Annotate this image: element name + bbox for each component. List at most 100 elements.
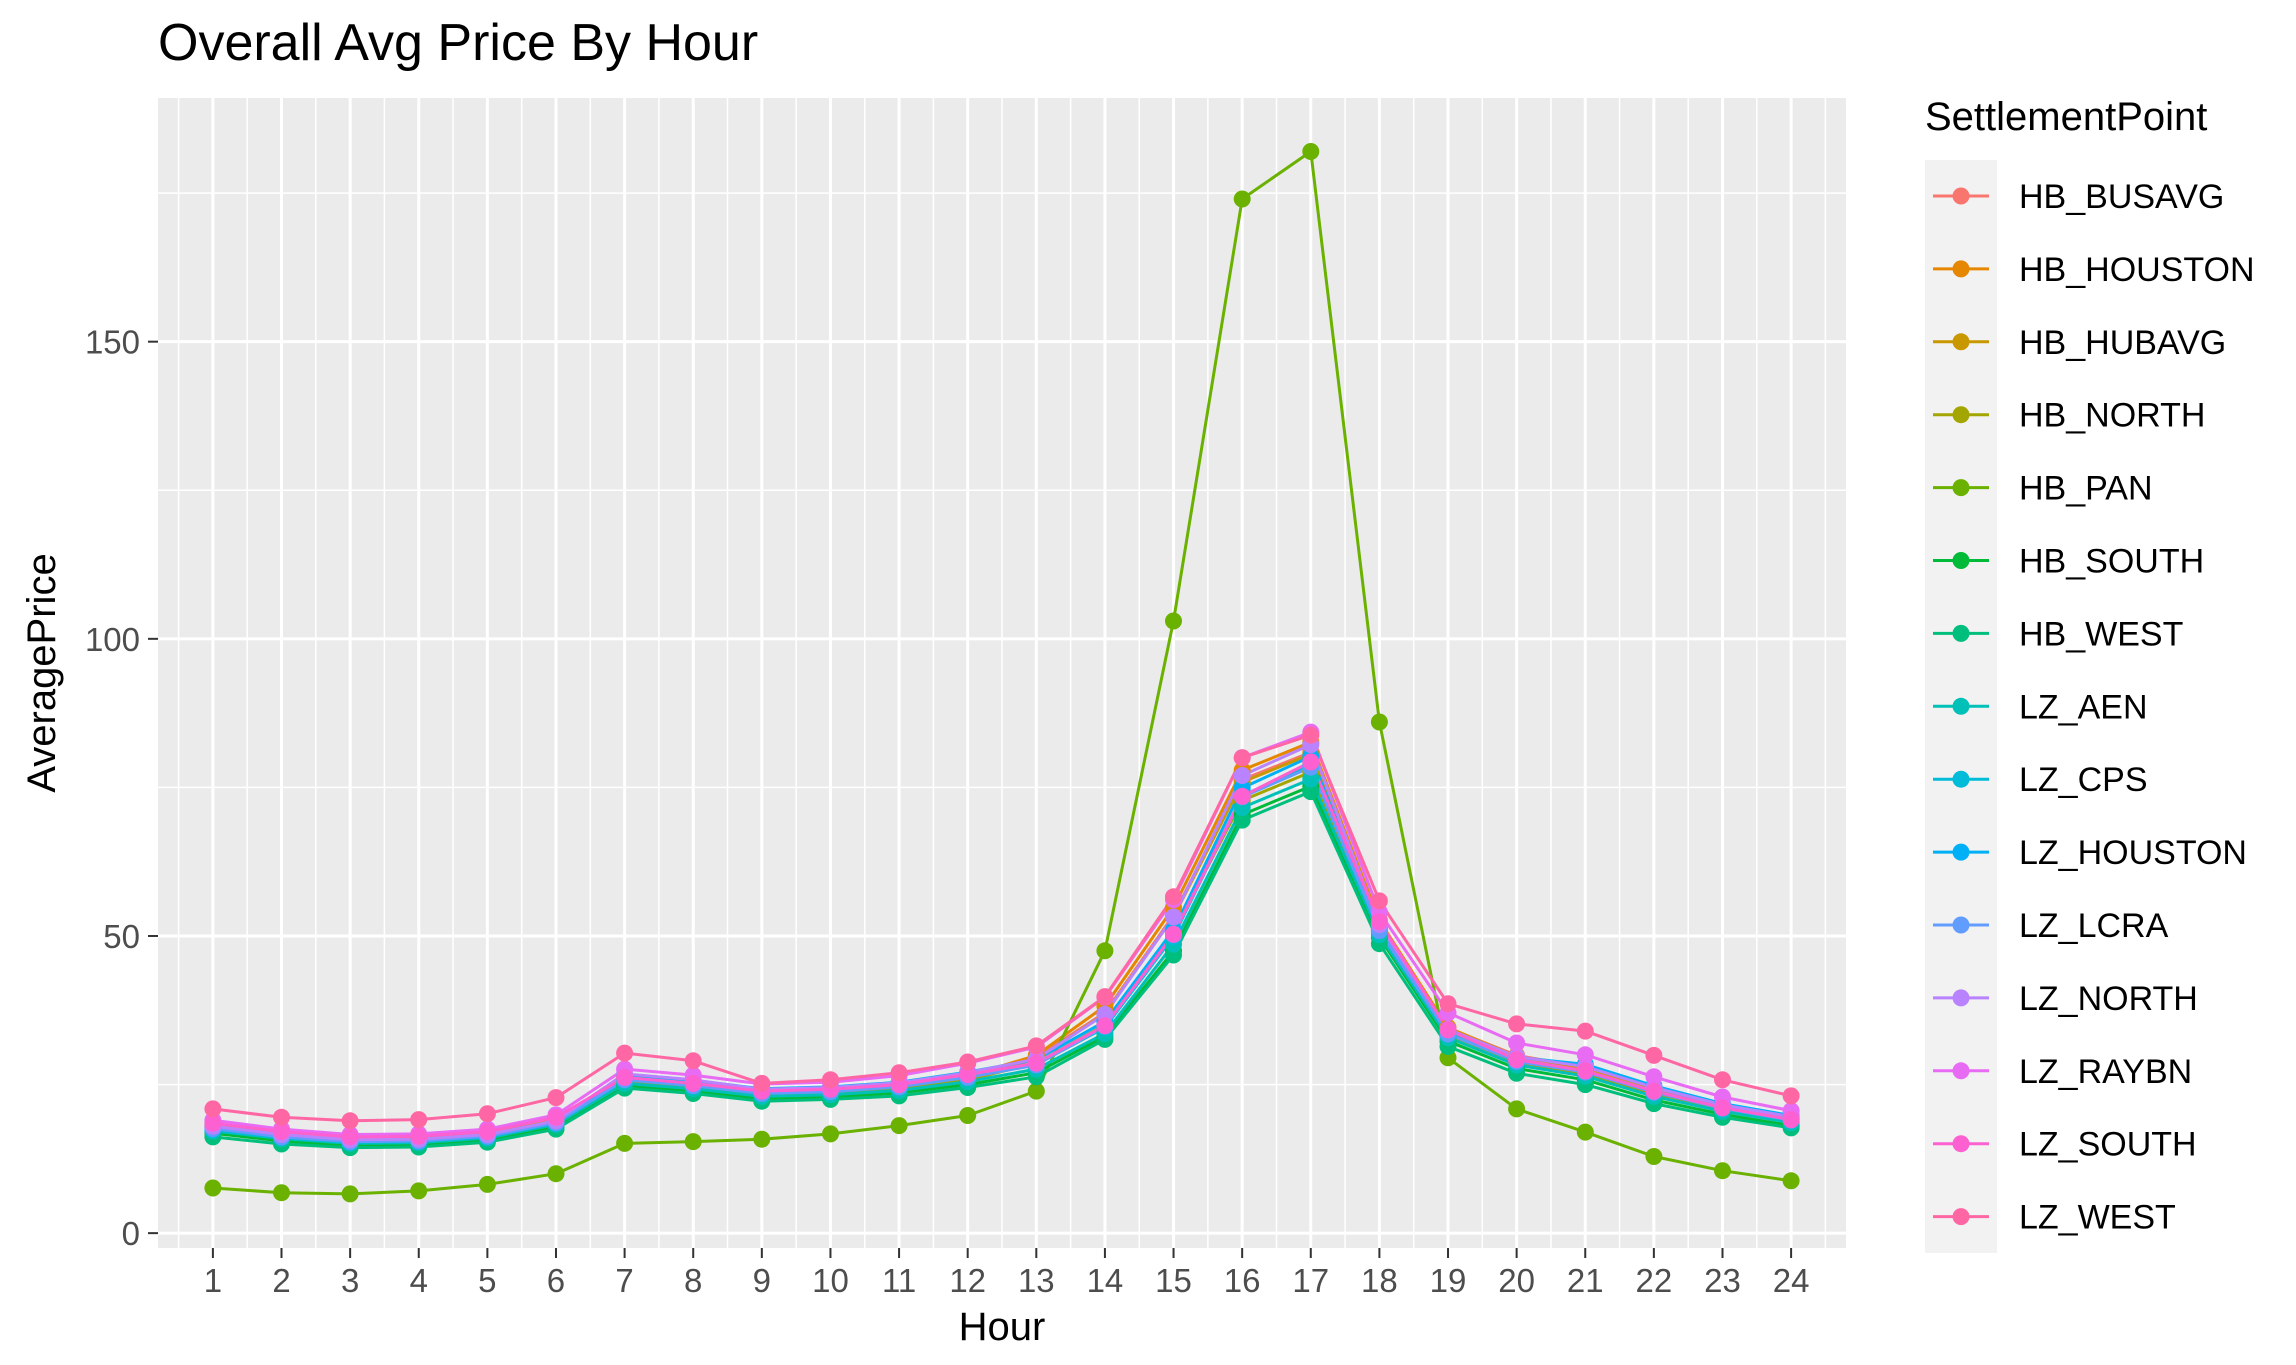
- legend-label: HB_BUSAVG: [2019, 178, 2224, 216]
- legend-key-point: [1952, 333, 1970, 351]
- legend-item: HB_SOUTH: [1933, 543, 2204, 581]
- x-tick-label: 16: [1224, 1262, 1261, 1299]
- x-tick-label: 11: [882, 1262, 916, 1299]
- data-point-lz_west: [1302, 726, 1320, 744]
- legend-item: LZ_NORTH: [1933, 980, 2198, 1018]
- data-point-lz_south: [959, 1066, 977, 1083]
- x-tick-label: 22: [1636, 1262, 1673, 1299]
- data-point-lz_west: [1714, 1071, 1731, 1089]
- data-point-lz_south: [1714, 1099, 1731, 1117]
- x-tick-label: 4: [410, 1262, 428, 1299]
- x-tick-label: 2: [272, 1262, 290, 1299]
- legend-key-point: [1952, 989, 1970, 1007]
- data-point-hb_pan: [1370, 713, 1388, 731]
- data-point-lz_west: [1233, 749, 1251, 767]
- data-point-lz_west: [478, 1105, 496, 1123]
- x-tick-label: 9: [753, 1262, 771, 1299]
- x-axis-title: Hour: [959, 1305, 1046, 1349]
- data-point-lz_raybn: [1645, 1068, 1663, 1086]
- legend-item: HB_PAN: [1933, 470, 2153, 508]
- x-tick-label: 18: [1361, 1262, 1398, 1299]
- series-lines: [212, 150, 1792, 1196]
- data-point-lz_west: [410, 1111, 428, 1129]
- data-point-lz_raybn: [1508, 1034, 1526, 1052]
- legend-item: HB_NORTH: [1933, 397, 2205, 435]
- data-point-lz_south: [616, 1068, 634, 1086]
- data-point-lz_west: [1370, 892, 1388, 910]
- data-point-hb_pan: [959, 1107, 977, 1124]
- data-point-lz_south: [1233, 787, 1251, 805]
- legend-label: LZ_CPS: [2019, 761, 2148, 799]
- data-point-lz_south: [273, 1123, 290, 1140]
- legend-item: LZ_SOUTH: [1933, 1126, 2197, 1164]
- data-point-hb_pan: [273, 1184, 290, 1202]
- legend-item: HB_HUBAVG: [1933, 324, 2226, 362]
- legend-key-point: [1952, 1208, 1970, 1226]
- data-point-hb_west: [1233, 811, 1251, 829]
- data-point-hb_pan: [1645, 1148, 1663, 1165]
- data-point-lz_south: [478, 1123, 496, 1140]
- legend-item: LZ_LCRA: [1933, 907, 2169, 945]
- legend-item: LZ_WEST: [1933, 1199, 2176, 1237]
- x-tick-label: 24: [1773, 1262, 1810, 1299]
- data-point-lz_south: [1782, 1111, 1800, 1129]
- data-point-hb_pan: [341, 1185, 359, 1203]
- y-tick-label: 0: [122, 1215, 140, 1252]
- x-tick-label: 20: [1498, 1262, 1535, 1299]
- data-point-lz_west: [547, 1089, 565, 1107]
- legend-label: HB_SOUTH: [2019, 543, 2204, 581]
- y-tick-label: 100: [85, 621, 140, 658]
- data-point-hb_pan: [1302, 143, 1320, 160]
- legend: HB_BUSAVG HB_HOUSTON HB_HUBAVG HB_NORTH HB_P…: [1933, 178, 2255, 1237]
- legend-key-point: [1952, 916, 1970, 934]
- data-point-lz_south: [1645, 1082, 1663, 1100]
- data-point-hb_pan: [1714, 1162, 1731, 1180]
- x-tick-label: 14: [1087, 1262, 1124, 1299]
- legend-label: LZ_AEN: [2019, 688, 2148, 726]
- data-point-lz_west: [1096, 988, 1114, 1006]
- data-point-hb_pan: [890, 1117, 908, 1135]
- data-point-lz_west: [204, 1100, 222, 1118]
- data-point-lz_west: [753, 1074, 771, 1092]
- legend-key-point: [1952, 624, 1970, 642]
- chart-title: Overall Avg Price By Hour: [158, 14, 758, 72]
- x-tick-label: 12: [949, 1262, 986, 1299]
- data-point-hb_pan: [1782, 1172, 1800, 1190]
- x-tick-label: 1: [204, 1262, 222, 1299]
- legend-label: HB_HOUSTON: [2019, 251, 2255, 289]
- data-point-hb_pan: [684, 1133, 702, 1151]
- y-tick-label: 150: [85, 324, 140, 361]
- data-point-lz_west: [1645, 1046, 1663, 1064]
- legend-key-point: [1952, 770, 1970, 788]
- legend-label: HB_WEST: [2019, 615, 2183, 653]
- data-point-lz_south: [1576, 1062, 1594, 1080]
- y-tick-label: 50: [103, 918, 140, 955]
- legend-label: HB_HUBAVG: [2019, 324, 2226, 362]
- legend-item: HB_WEST: [1933, 615, 2183, 653]
- legend-key-point: [1952, 187, 1970, 205]
- data-point-lz_west: [616, 1044, 634, 1062]
- data-point-lz_west: [684, 1052, 702, 1070]
- x-tick-label: 8: [684, 1262, 702, 1299]
- data-point-lz_west: [1782, 1087, 1800, 1105]
- data-point-lz_south: [1165, 925, 1182, 943]
- data-point-hb_west: [1302, 783, 1320, 801]
- data-point-lz_south: [684, 1074, 702, 1092]
- data-point-lz_west: [1165, 888, 1182, 906]
- x-tick-label: 6: [547, 1262, 565, 1299]
- y-axis-ticks: 0 50 100 150: [85, 324, 158, 1252]
- data-point-lz_south: [1508, 1051, 1526, 1069]
- x-tick-label: 5: [478, 1262, 496, 1299]
- data-point-lz_north: [1165, 908, 1182, 926]
- data-point-lz_west: [822, 1071, 839, 1089]
- data-point-hb_pan: [1576, 1123, 1594, 1141]
- data-point-lz_south: [1096, 1017, 1114, 1035]
- legend-key-point: [1952, 260, 1970, 278]
- legend-key-point: [1952, 479, 1970, 497]
- x-axis-ticks: 1 2 3 4 5 6 7 8 9 10 11 12 13 14 15 16 17 18 19 20 21 22 23 24: [204, 1248, 1810, 1299]
- legend-item: LZ_CPS: [1933, 761, 2148, 799]
- series-line-hb_south: [212, 784, 1792, 1148]
- data-point-hb_pan: [204, 1179, 222, 1197]
- legend-label: LZ_WEST: [2019, 1199, 2176, 1237]
- data-point-hb_pan: [1233, 190, 1251, 208]
